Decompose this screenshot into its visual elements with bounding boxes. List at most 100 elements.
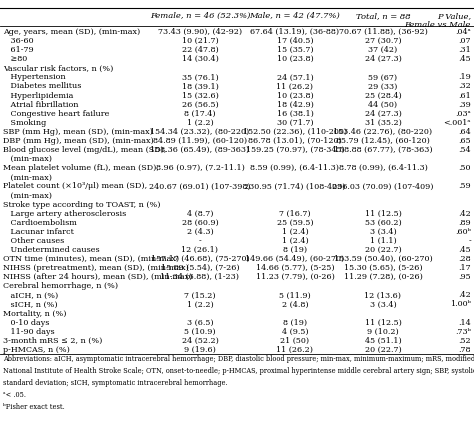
Text: 37 (42): 37 (42) <box>368 46 398 54</box>
Text: 11 (26.2): 11 (26.2) <box>276 83 313 90</box>
Text: .89: .89 <box>458 219 471 227</box>
Text: 7 (15.2): 7 (15.2) <box>184 291 216 299</box>
Text: DBP (mm Hg), mean (SD), (min-max): DBP (mm Hg), mean (SD), (min-max) <box>3 137 154 145</box>
Text: 35 (76.1): 35 (76.1) <box>182 73 219 81</box>
Text: 17 (40.5): 17 (40.5) <box>277 37 313 45</box>
Text: Vascular risk factors, n (%): Vascular risk factors, n (%) <box>3 64 113 72</box>
Text: 5 (11.9): 5 (11.9) <box>279 291 311 299</box>
Text: .52: .52 <box>458 337 471 345</box>
Text: <.001ᵃ: <.001ᵃ <box>444 119 471 127</box>
Text: 15 (35.7): 15 (35.7) <box>277 46 313 54</box>
Text: Mean platelet volume (fL), mean (SD),: Mean platelet volume (fL), mean (SD), <box>3 164 159 172</box>
Text: 16 (38.1): 16 (38.1) <box>276 110 313 118</box>
Text: Platelet count (×10³/μl) mean (SD),: Platelet count (×10³/μl) mean (SD), <box>3 182 147 190</box>
Text: 70.67 (11.88), (36-92): 70.67 (11.88), (36-92) <box>338 28 428 36</box>
Text: 15.89 (5.54), (7-26): 15.89 (5.54), (7-26) <box>161 264 239 272</box>
Text: 20 (22.7): 20 (22.7) <box>365 246 401 254</box>
Text: 8.78 (0.99), (6.4-11.3): 8.78 (0.99), (6.4-11.3) <box>338 164 428 172</box>
Text: 14 (30.4): 14 (30.4) <box>182 55 219 63</box>
Text: 1 (2.4): 1 (2.4) <box>282 228 309 236</box>
Text: 59 (67): 59 (67) <box>368 73 398 81</box>
Text: 4 (9.5): 4 (9.5) <box>282 328 308 336</box>
Text: 15.30 (5.65), (5-26): 15.30 (5.65), (5-26) <box>344 264 422 272</box>
Text: 8 (17.4): 8 (17.4) <box>184 110 216 118</box>
Text: ≥80: ≥80 <box>3 55 27 63</box>
Text: ᵇFisher exact test.: ᵇFisher exact test. <box>3 403 65 411</box>
Text: .04ᵃ: .04ᵃ <box>455 28 471 36</box>
Text: 230.95 (71.74) (108-409): 230.95 (71.74) (108-409) <box>244 182 346 190</box>
Text: 25 (28.4): 25 (28.4) <box>365 92 401 100</box>
Text: Hyperlipidemia: Hyperlipidemia <box>3 92 73 100</box>
Text: -: - <box>199 237 201 245</box>
Text: sICH, n (%): sICH, n (%) <box>3 300 58 308</box>
Text: 28 (60.9): 28 (60.9) <box>182 219 219 227</box>
Text: 154.34 (23.32), (80-220): 154.34 (23.32), (80-220) <box>150 128 250 136</box>
Text: Female, n = 46 (52.3%): Female, n = 46 (52.3%) <box>150 12 250 20</box>
Text: 4 (8.7): 4 (8.7) <box>187 210 213 218</box>
Text: 30 (71.7): 30 (71.7) <box>277 119 313 127</box>
Text: 10 (21.7): 10 (21.7) <box>182 37 219 45</box>
Text: 84.89 (11.99), (60-120): 84.89 (11.99), (60-120) <box>153 137 247 145</box>
Text: 3 (3.4): 3 (3.4) <box>370 228 396 236</box>
Text: Smoking: Smoking <box>3 119 46 127</box>
Text: 10 (23.8): 10 (23.8) <box>277 55 313 63</box>
Text: 10 (23.8): 10 (23.8) <box>277 92 313 100</box>
Text: 11.29 (7.28), (0-26): 11.29 (7.28), (0-26) <box>344 273 422 281</box>
Text: 24 (27.3): 24 (27.3) <box>365 110 401 118</box>
Text: .61: .61 <box>458 92 471 100</box>
Text: p-HMCAS, n (%): p-HMCAS, n (%) <box>3 346 70 354</box>
Text: 18 (39.1): 18 (39.1) <box>182 83 219 90</box>
Text: .32: .32 <box>458 83 471 90</box>
Text: .54: .54 <box>458 146 471 154</box>
Text: 1 (2.4): 1 (2.4) <box>282 237 309 245</box>
Text: Male, n = 42 (47.7%): Male, n = 42 (47.7%) <box>250 12 340 20</box>
Text: .45: .45 <box>458 55 471 63</box>
Text: 9 (10.2): 9 (10.2) <box>367 328 399 336</box>
Text: 24 (52.2): 24 (52.2) <box>182 337 219 345</box>
Text: 53 (60.2): 53 (60.2) <box>365 219 401 227</box>
Text: 8 (19): 8 (19) <box>283 319 307 327</box>
Text: 5 (10.9): 5 (10.9) <box>184 328 216 336</box>
Text: 11.34 (6.88), (1-23): 11.34 (6.88), (1-23) <box>161 273 239 281</box>
Text: standard deviation; sICH, symptomatic intracerebral hemorrhage.: standard deviation; sICH, symptomatic in… <box>3 379 228 387</box>
Text: .17: .17 <box>458 264 471 272</box>
Text: 12 (13.6): 12 (13.6) <box>365 291 401 299</box>
Text: .28: .28 <box>458 255 471 263</box>
Text: P Value,
Female vs Male: P Value, Female vs Male <box>405 12 471 29</box>
Text: 2 (4.3): 2 (4.3) <box>187 228 213 236</box>
Text: 153.59 (50.40), (60-270): 153.59 (50.40), (60-270) <box>334 255 432 263</box>
Text: Age, years, mean (SD), (min-max): Age, years, mean (SD), (min-max) <box>3 28 140 36</box>
Text: Congestive heart failure: Congestive heart failure <box>3 110 109 118</box>
Text: 159.25 (70.97), (78-345): 159.25 (70.97), (78-345) <box>246 146 345 154</box>
Text: SBP (mm Hg), mean (SD), (min-max): SBP (mm Hg), mean (SD), (min-max) <box>3 128 153 136</box>
Text: 29 (33): 29 (33) <box>368 83 398 90</box>
Text: aICH, n (%): aICH, n (%) <box>3 291 58 299</box>
Text: 11-90 days: 11-90 days <box>3 328 55 336</box>
Text: Cerebral hemorrhage, n (%): Cerebral hemorrhage, n (%) <box>3 282 118 291</box>
Text: .78: .78 <box>458 346 471 354</box>
Text: Total, n = 88: Total, n = 88 <box>356 12 410 20</box>
Text: 18 (42.9): 18 (42.9) <box>276 101 313 109</box>
Text: (min-max): (min-max) <box>3 155 52 163</box>
Text: 45 (51.1): 45 (51.1) <box>365 337 401 345</box>
Text: 11 (12.5): 11 (12.5) <box>365 319 401 327</box>
Text: Undetermined causes: Undetermined causes <box>3 246 100 254</box>
Text: 3 (3.4): 3 (3.4) <box>370 300 396 308</box>
Text: 24 (27.3): 24 (27.3) <box>365 55 401 63</box>
Text: 1 (1.1): 1 (1.1) <box>370 237 396 245</box>
Text: 24 (57.1): 24 (57.1) <box>277 73 313 81</box>
Text: (min-max): (min-max) <box>3 192 52 199</box>
Text: 8 (19): 8 (19) <box>283 246 307 254</box>
Text: .39: .39 <box>458 101 471 109</box>
Text: Other causes: Other causes <box>3 237 64 245</box>
Text: 26 (56.5): 26 (56.5) <box>182 101 219 109</box>
Text: 12 (26.1): 12 (26.1) <box>182 246 219 254</box>
Text: Abbreviations: aICH, asymptomatic intracerebral hemorrhage; DBP, diastolic blood: Abbreviations: aICH, asymptomatic intrac… <box>3 355 474 363</box>
Text: Atrial fibrillation: Atrial fibrillation <box>3 101 79 109</box>
Text: 11.23 (7.79), (0-26): 11.23 (7.79), (0-26) <box>255 273 335 281</box>
Text: 67.64 (13.19), (36-88): 67.64 (13.19), (36-88) <box>250 28 339 36</box>
Text: .95: .95 <box>458 273 471 281</box>
Text: .60ᵇ: .60ᵇ <box>455 228 471 236</box>
Text: .45: .45 <box>458 246 471 254</box>
Text: 149.66 (54.49), (60-270): 149.66 (54.49), (60-270) <box>246 255 345 263</box>
